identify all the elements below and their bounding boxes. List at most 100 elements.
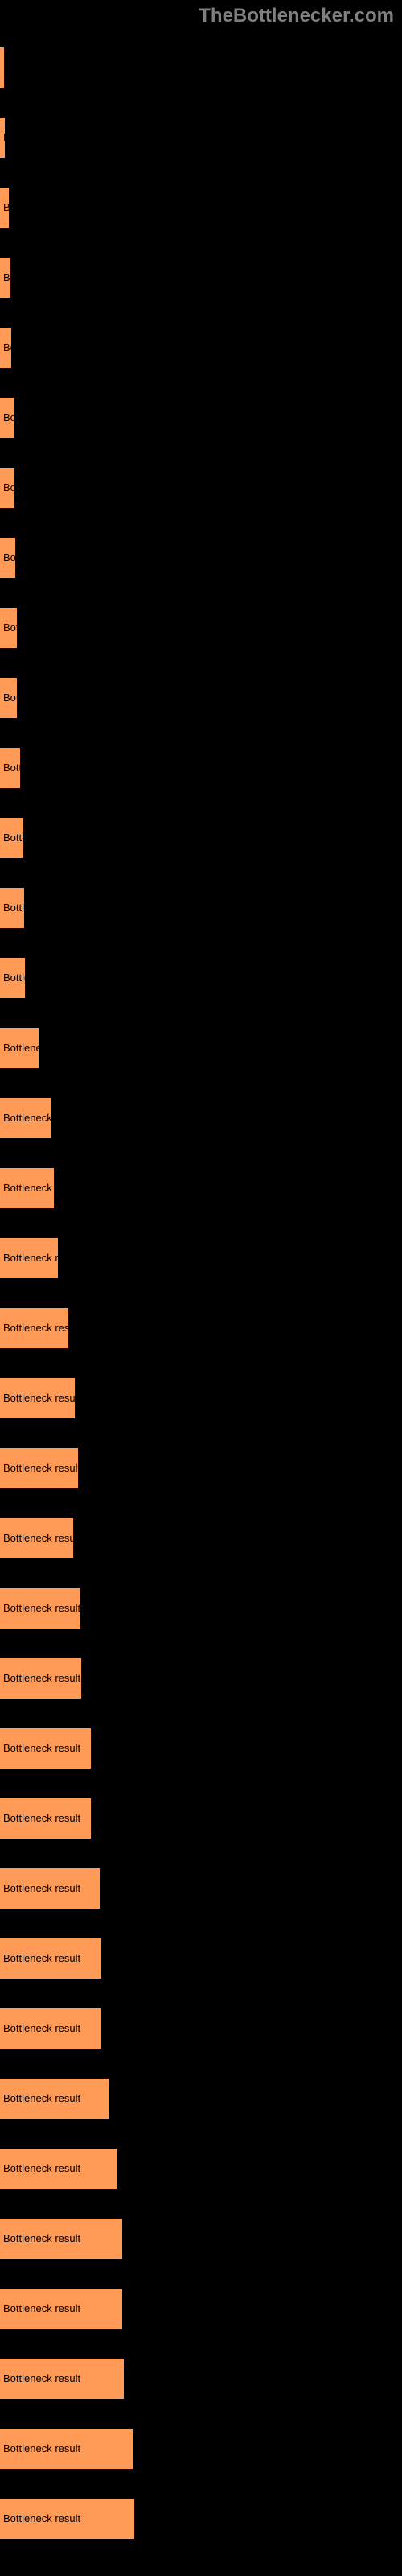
- bar: Bottleneck result: [0, 608, 17, 648]
- bar-row: Bottleneck result: [0, 663, 402, 733]
- bar-row: Bottleneck result: [0, 382, 402, 452]
- bar-label: Bottleneck result: [3, 2162, 80, 2174]
- bar-label: Bottleneck result: [3, 1602, 80, 1614]
- bar-label: Bottleneck result: [3, 1742, 80, 1754]
- bar-label: Bottleneck result: [3, 2232, 80, 2244]
- bar-row: Bottleneck result: [0, 1573, 402, 1643]
- bar-row: Bottleneck result: [0, 522, 402, 592]
- bar-row: Bottleneck result: [0, 1853, 402, 1923]
- bar-row: Bottleneck result: [0, 873, 402, 943]
- bar-row: Bottleneck result: [0, 1643, 402, 1713]
- bar: Bottleneck result: [0, 47, 4, 88]
- bar-row: Bottleneck result: [0, 1783, 402, 1853]
- bar-row: Bottleneck result: [0, 2413, 402, 2483]
- bar-label: Bottleneck result: [3, 2302, 80, 2314]
- bar: Bottleneck result: [0, 818, 23, 858]
- bar-label: Bottleneck result: [3, 1812, 80, 1824]
- bar: Bottleneck result: [0, 258, 10, 298]
- bar: Bottleneck result: [0, 328, 11, 368]
- bar-label: Bottleneck result: [3, 131, 5, 143]
- bar: Bottleneck result: [0, 2429, 133, 2469]
- bar-row: Bottleneck result: [0, 1363, 402, 1433]
- bar: Bottleneck result: [0, 2359, 124, 2399]
- bar: Bottleneck result: [0, 1938, 100, 1979]
- bar-row: Bottleneck result: [0, 1713, 402, 1783]
- bar-row: Bottleneck result: [0, 1223, 402, 1293]
- bar: Bottleneck result: [0, 468, 14, 508]
- bar: Bottleneck result: [0, 2149, 117, 2189]
- bar-label: Bottleneck result: [3, 621, 17, 634]
- bar-row: Bottleneck result: [0, 2063, 402, 2133]
- bar-label: Bottleneck result: [3, 411, 14, 423]
- bar: Bottleneck result: [0, 188, 9, 228]
- bar: Bottleneck result: [0, 2289, 122, 2329]
- bar: Bottleneck result: [0, 678, 17, 718]
- bar: Bottleneck result: [0, 1728, 91, 1769]
- bar-chart: Bottleneck result Bottleneck result Bottle…: [0, 32, 402, 2553]
- bar-label: Bottleneck result: [3, 201, 9, 213]
- bar: Bottleneck result: [0, 748, 20, 788]
- bar: Bottleneck result: [0, 1588, 80, 1629]
- bar-label: Bottleneck result: [3, 1042, 39, 1054]
- bar-label: Bottleneck result: [3, 1322, 68, 1334]
- bar: Bottleneck result: [0, 2499, 134, 2539]
- bar: Bottleneck result: [0, 888, 24, 928]
- bar-row: Bottleneck result: [0, 943, 402, 1013]
- bar-row: Bottleneck result: [0, 1923, 402, 1993]
- bar-row: Bottleneck result: [0, 803, 402, 873]
- bar-label: Bottleneck result: [3, 271, 10, 283]
- bar: Bottleneck result: [0, 1168, 54, 1208]
- bar-row: Bottleneck result: [0, 2483, 402, 2553]
- bar-label: Bottleneck result: [3, 1672, 80, 1684]
- bar-row: Bottleneck result: [0, 32, 402, 102]
- bar: Bottleneck result: [0, 1238, 58, 1278]
- bar-row: Bottleneck result: [0, 172, 402, 242]
- bar-row: Bottleneck result: [0, 2133, 402, 2203]
- bar-label: Bottleneck result: [3, 1952, 80, 1964]
- bar: Bottleneck result: [0, 398, 14, 438]
- bar: Bottleneck result: [0, 958, 25, 998]
- bar-row: Bottleneck result: [0, 2203, 402, 2273]
- bar-label: Bottleneck result: [3, 762, 20, 774]
- bar: Bottleneck result: [0, 1658, 81, 1699]
- bar: Bottleneck result: [0, 1378, 75, 1418]
- bar-label: Bottleneck result: [3, 1252, 58, 1264]
- bar-row: Bottleneck result: [0, 1083, 402, 1153]
- bar-label: Bottleneck result: [3, 691, 17, 704]
- bar-row: Bottleneck result: [0, 1993, 402, 2063]
- bar-label: Bottleneck result: [3, 2092, 80, 2104]
- bar-row: Bottleneck result: [0, 2343, 402, 2413]
- bar: Bottleneck result: [0, 2079, 109, 2119]
- bar-row: Bottleneck result: [0, 1153, 402, 1223]
- bar: Bottleneck result: [0, 1098, 51, 1138]
- bar: Bottleneck result: [0, 1308, 68, 1348]
- watermark-text: TheBottlenecker.com: [0, 0, 402, 32]
- bar-row: Bottleneck result: [0, 242, 402, 312]
- bar-row: Bottleneck result: [0, 102, 402, 172]
- bar-row: Bottleneck result: [0, 2273, 402, 2343]
- bar-row: Bottleneck result: [0, 1013, 402, 1083]
- bar-label: Bottleneck result: [3, 2372, 80, 2384]
- bar: Bottleneck result: [0, 1518, 73, 1558]
- bar: Bottleneck result: [0, 538, 15, 578]
- bar-label: Bottleneck result: [3, 481, 14, 493]
- bar-row: Bottleneck result: [0, 1293, 402, 1363]
- bar: Bottleneck result: [0, 1798, 91, 1839]
- bar-label: Bottleneck result: [3, 902, 24, 914]
- bar-label: Bottleneck result: [3, 61, 4, 73]
- bar: Bottleneck result: [0, 118, 5, 158]
- bar-row: Bottleneck result: [0, 592, 402, 663]
- bar-label: Bottleneck result: [3, 341, 11, 353]
- bar-row: Bottleneck result: [0, 312, 402, 382]
- bar-row: Bottleneck result: [0, 1503, 402, 1573]
- bar-label: Bottleneck result: [3, 1462, 78, 1474]
- bar: Bottleneck result: [0, 1868, 100, 1909]
- bar-row: Bottleneck result: [0, 452, 402, 522]
- bar: Bottleneck result: [0, 2008, 100, 2049]
- bar-label: Bottleneck result: [3, 2512, 80, 2524]
- bar-label: Bottleneck result: [3, 972, 25, 984]
- bar-label: Bottleneck result: [3, 1392, 75, 1404]
- bar: Bottleneck result: [0, 1448, 78, 1488]
- bar-label: Bottleneck result: [3, 1882, 80, 1894]
- bar-label: Bottleneck result: [3, 1112, 51, 1124]
